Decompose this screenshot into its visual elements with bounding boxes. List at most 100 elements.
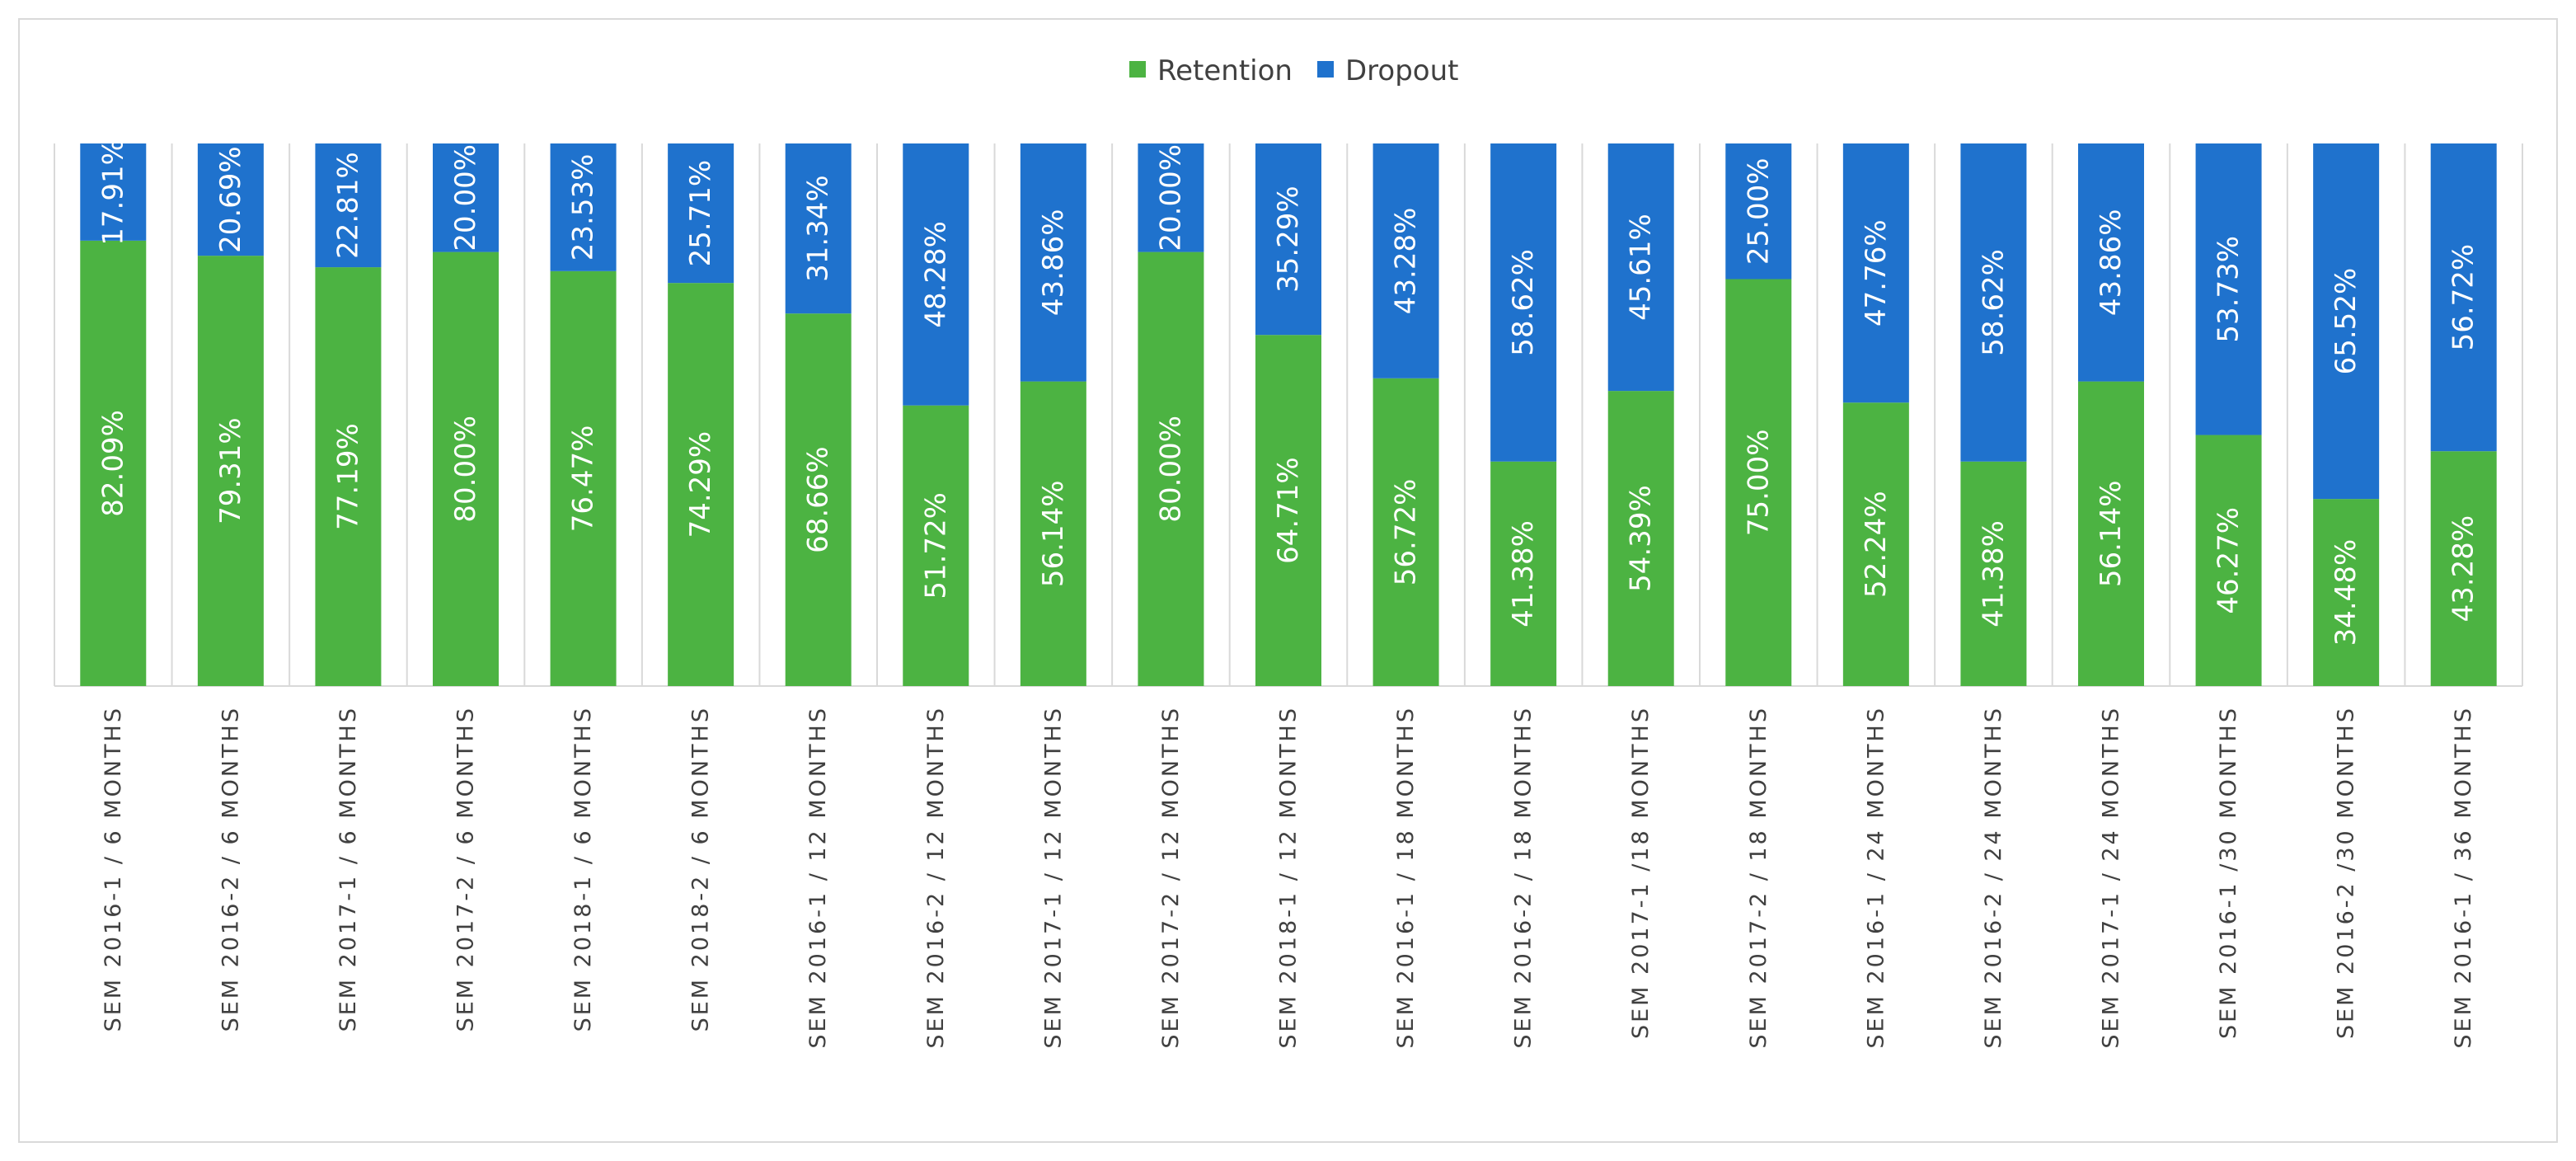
bar-retention-11 [1372, 378, 1439, 686]
x-tick-label-8: SEM 2017-1 / 12 MONTHS [1040, 706, 1066, 1049]
legend-swatch-retention [1129, 61, 1146, 78]
x-tick-label-18: SEM 2016-1 /30 MONTHS [2216, 706, 2241, 1039]
bar-retention-7 [903, 405, 969, 686]
x-tick-label-19: SEM 2016-2 /30 MONTHS [2334, 706, 2359, 1039]
x-tick-label-0: SEM 2016-1 / 6 MONTHS [101, 706, 126, 1032]
data-label-retention-19: 34.48% [2330, 539, 2363, 646]
bars-group: 82.09% 17.91% 79.31% 20.69% 77.19% 22.81% 80.0… [54, 139, 2523, 687]
bar-retention-13 [1607, 391, 1674, 686]
x-tick-label-2: SEM 2017-1 / 6 MONTHS [335, 706, 361, 1032]
bar-retention-1 [197, 256, 264, 686]
legend-swatch-dropout [1317, 61, 1334, 78]
bar-dropout-7 [903, 143, 969, 406]
x-tick-label-5: SEM 2018-2 / 6 MONTHS [688, 706, 714, 1032]
data-label-retention-11: 56.72% [1390, 479, 1423, 586]
bar-dropout-20 [2430, 143, 2497, 452]
bar-retention-12 [1490, 461, 1557, 686]
data-label-retention-14: 75.00% [1742, 429, 1775, 536]
data-label-dropout-2: 22.81% [331, 152, 364, 259]
x-tick-label-4: SEM 2018-1 / 6 MONTHS [570, 706, 596, 1032]
data-label-dropout-11: 43.28% [1390, 208, 1423, 315]
x-tick-label-11: SEM 2016-1 / 18 MONTHS [1393, 706, 1419, 1049]
bar-dropout-19 [2313, 143, 2380, 500]
bar-retention-10 [1255, 335, 1321, 686]
data-label-dropout-19: 65.52% [2330, 268, 2363, 375]
bar-dropout-1 [197, 143, 264, 256]
data-label-retention-8: 56.14% [1037, 480, 1070, 587]
bar-dropout-17 [2078, 143, 2144, 382]
data-label-dropout-20: 56.72% [2447, 244, 2480, 351]
bar-retention-8 [1020, 381, 1086, 686]
bar-retention-14 [1725, 279, 1792, 686]
data-label-dropout-7: 48.28% [919, 221, 952, 328]
x-tick-label-1: SEM 2016-2 / 6 MONTHS [218, 706, 243, 1032]
x-tick-label-16: SEM 2016-2 / 24 MONTHS [1981, 706, 2006, 1049]
bar-retention-5 [668, 283, 734, 686]
legend-label-retention: Retention [1157, 54, 1293, 87]
x-tick-label-3: SEM 2017-2 / 6 MONTHS [453, 706, 479, 1032]
bar-dropout-12 [1490, 143, 1557, 462]
x-tick-label-13: SEM 2017-1 /18 MONTHS [1628, 706, 1654, 1039]
legend: Retention Dropout [1129, 54, 1458, 87]
x-tick-label-12: SEM 2016-2 / 18 MONTHS [1511, 706, 1537, 1049]
data-label-retention-13: 54.39% [1625, 485, 1658, 592]
data-label-dropout-0: 17.91% [96, 139, 129, 246]
data-label-retention-6: 68.66% [802, 446, 835, 553]
data-label-dropout-16: 58.62% [1977, 249, 2010, 356]
data-label-retention-15: 52.24% [1860, 491, 1893, 598]
data-label-dropout-13: 45.61% [1625, 214, 1658, 321]
data-label-dropout-6: 31.34% [802, 175, 835, 282]
data-label-retention-4: 76.47% [567, 425, 600, 533]
data-label-dropout-18: 53.73% [2212, 236, 2245, 343]
data-label-dropout-15: 47.76% [1860, 219, 1893, 327]
data-label-retention-12: 41.38% [1507, 520, 1540, 628]
data-label-retention-18: 46.27% [2212, 507, 2245, 614]
x-tick-label-15: SEM 2016-1 / 24 MONTHS [1863, 706, 1889, 1049]
x-tick-label-7: SEM 2016-2 / 12 MONTHS [923, 706, 949, 1049]
bar-retention-17 [2078, 381, 2144, 686]
data-label-dropout-1: 20.69% [214, 146, 247, 253]
bar-dropout-16 [1960, 143, 2027, 462]
bar-retention-16 [1960, 461, 2027, 686]
bar-dropout-4 [550, 143, 617, 271]
data-label-retention-16: 41.38% [1977, 520, 2010, 628]
data-label-dropout-9: 20.00% [1154, 144, 1187, 251]
bar-retention-9 [1138, 251, 1204, 687]
x-tick-label-9: SEM 2017-2 / 12 MONTHS [1158, 706, 1184, 1049]
data-label-retention-0: 82.09% [96, 410, 129, 517]
bar-dropout-0 [80, 143, 147, 241]
bar-dropout-6 [785, 143, 852, 314]
bar-dropout-9 [1138, 143, 1204, 252]
data-label-dropout-14: 25.00% [1742, 157, 1775, 265]
data-label-dropout-12: 58.62% [1507, 249, 1540, 356]
bar-dropout-3 [433, 143, 499, 252]
x-tick-label-20: SEM 2016-1 / 36 MONTHS [2451, 706, 2476, 1049]
data-label-retention-3: 80.00% [449, 416, 482, 523]
bar-retention-18 [2195, 435, 2262, 686]
data-label-retention-9: 80.00% [1154, 416, 1187, 523]
bar-dropout-13 [1607, 143, 1674, 392]
data-label-dropout-5: 25.71% [684, 160, 717, 267]
data-label-retention-1: 79.31% [214, 417, 247, 524]
data-label-retention-2: 77.19% [331, 423, 364, 530]
x-tick-label-6: SEM 2016-1 / 12 MONTHS [805, 706, 831, 1049]
bar-retention-20 [2430, 451, 2497, 686]
bar-dropout-10 [1255, 143, 1321, 336]
bar-dropout-8 [1020, 143, 1086, 382]
data-label-retention-10: 64.71% [1272, 457, 1305, 564]
legend-label-dropout: Dropout [1345, 54, 1458, 87]
data-label-retention-20: 43.28% [2447, 515, 2480, 623]
data-label-dropout-8: 43.86% [1037, 209, 1070, 316]
x-tick-label-14: SEM 2017-2 / 18 MONTHS [1746, 706, 1771, 1049]
data-label-retention-7: 51.72% [919, 492, 952, 599]
data-label-dropout-4: 23.53% [567, 154, 600, 261]
bar-dropout-11 [1372, 143, 1439, 378]
bar-retention-0 [80, 240, 147, 687]
bar-dropout-18 [2195, 143, 2262, 435]
bar-retention-19 [2313, 499, 2380, 686]
bar-retention-2 [315, 267, 382, 686]
x-tick-label-17: SEM 2017-1 / 24 MONTHS [2099, 706, 2124, 1049]
data-label-dropout-3: 20.00% [449, 144, 482, 251]
data-label-retention-5: 74.29% [684, 431, 717, 538]
